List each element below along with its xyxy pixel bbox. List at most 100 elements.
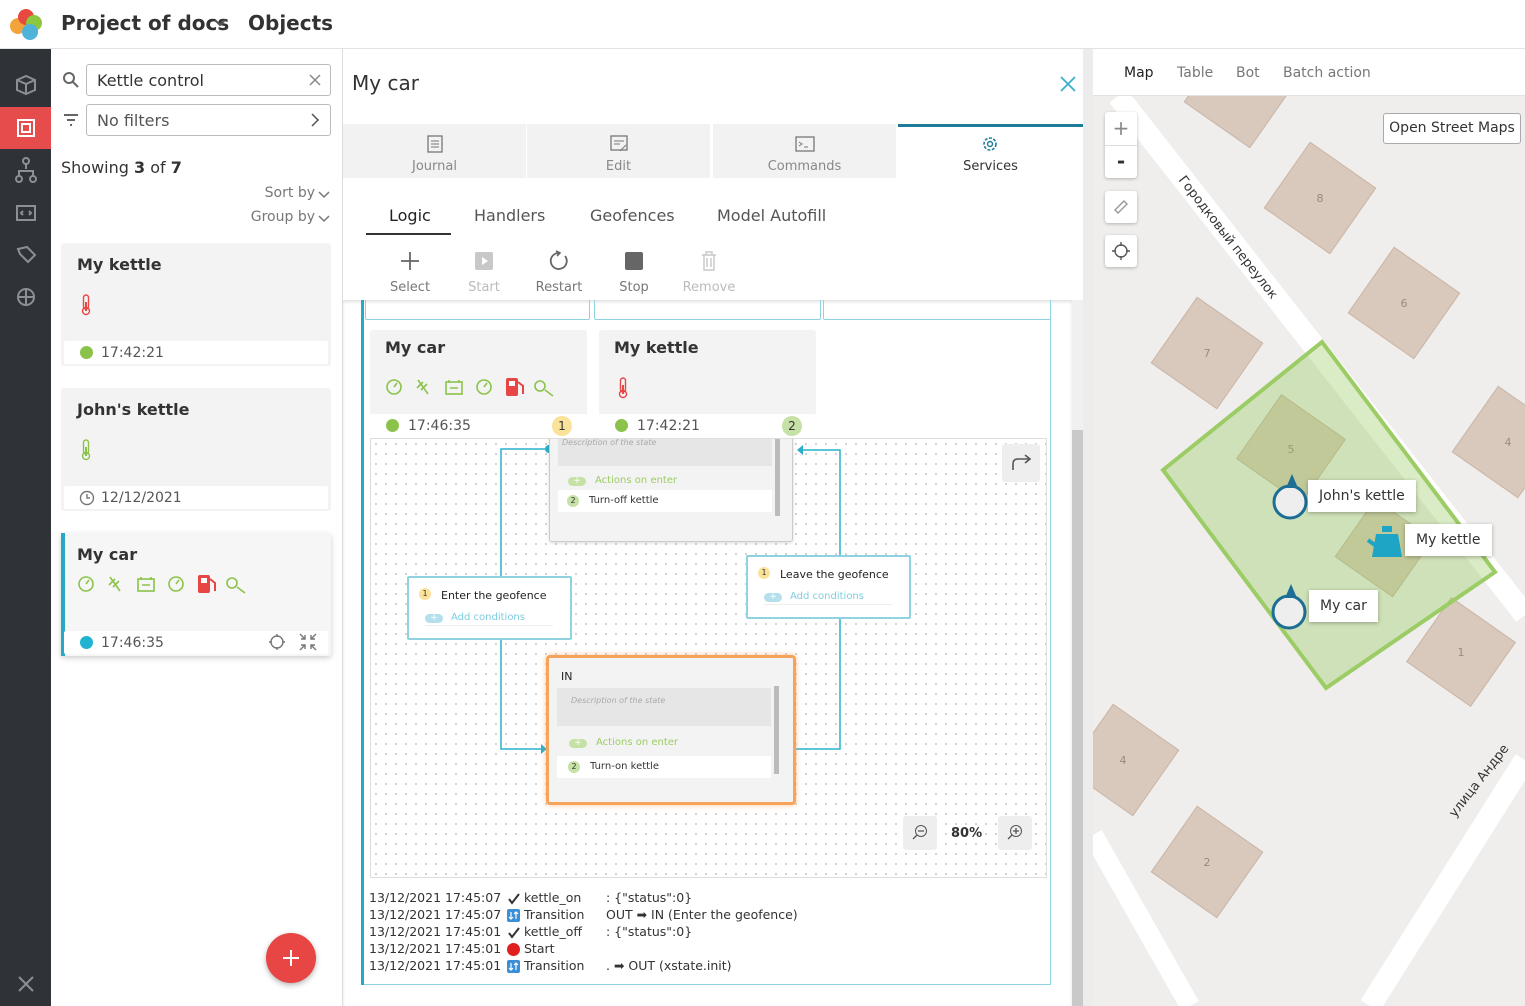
- house: [1183, 96, 1297, 149]
- log-event: Start: [524, 941, 555, 956]
- add-pill[interactable]: +: [569, 739, 587, 748]
- logic-tab[interactable]: Model Autofill: [717, 206, 827, 225]
- tab-icon: [427, 135, 443, 153]
- log-event: kettle_on: [524, 890, 582, 905]
- group-by[interactable]: Group by: [250, 209, 315, 225]
- marker-label[interactable]: My kettle: [1405, 524, 1492, 556]
- logic-tab[interactable]: Geofences: [590, 206, 675, 225]
- zoom-in[interactable]: [998, 816, 1032, 850]
- object-time: 17:46:35: [101, 635, 164, 651]
- object-card[interactable]: John's kettle 12/12/2021: [61, 388, 331, 511]
- description-area: Description of the state: [557, 688, 771, 726]
- section-name: Objects: [248, 11, 334, 35]
- marker[interactable]: [1271, 584, 1307, 630]
- sidebar: [0, 49, 51, 1006]
- scrollbar-track: [1072, 300, 1083, 1006]
- state-object-card[interactable]: My kettle 17:42:21 2: [599, 330, 816, 438]
- zoom-out[interactable]: [903, 816, 937, 850]
- house-shape: [1347, 246, 1461, 360]
- detail-tab[interactable]: Journal: [343, 124, 526, 178]
- add-conditions[interactable]: Add conditions: [790, 591, 864, 602]
- marker[interactable]: [1272, 474, 1308, 520]
- showing-count: Showing 3 of 7: [61, 158, 182, 177]
- action-index: 2: [567, 495, 579, 507]
- locate-button[interactable]: [1105, 235, 1137, 267]
- redo-button[interactable]: [1002, 444, 1040, 482]
- status-dot: [615, 419, 628, 432]
- inner-scrollbar: [774, 686, 779, 774]
- detail-tab[interactable]: Edit: [527, 124, 710, 178]
- thermometer-icon: [81, 294, 91, 316]
- log-detail: . ➡ OUT (xstate.init): [606, 958, 732, 973]
- search-input[interactable]: Kettle control: [86, 64, 331, 96]
- log-event: Transition: [524, 958, 585, 973]
- redo-icon: [1012, 454, 1032, 470]
- objects-panel: [51, 49, 343, 1006]
- add-pill[interactable]: +: [425, 614, 443, 623]
- map-tabs-bar: [1093, 49, 1525, 96]
- search-text: Kettle control: [97, 71, 204, 90]
- map-zoom-out[interactable]: -: [1105, 145, 1137, 179]
- marker-label[interactable]: John's kettle: [1308, 480, 1416, 512]
- action-icon: [625, 252, 643, 270]
- chevron: [311, 113, 320, 127]
- chevron[interactable]: [212, 17, 228, 29]
- state-object-card[interactable]: My car 17:46:35 1: [370, 330, 587, 438]
- state-box[interactable]: Description of the state + Actions on en…: [549, 439, 793, 542]
- action-label[interactable]: Start: [468, 280, 500, 295]
- logic-tab[interactable]: Handlers: [474, 206, 546, 225]
- logic-tab[interactable]: Logic: [389, 206, 431, 225]
- actions-on-enter[interactable]: Actions on enter: [596, 737, 679, 748]
- shown: 3: [134, 158, 146, 177]
- house-shape: [1451, 385, 1525, 499]
- active-item[interactable]: [0, 107, 51, 149]
- map-zoom-in[interactable]: +: [1112, 116, 1130, 140]
- close-icon[interactable]: [1060, 76, 1076, 92]
- house-number: 5: [1288, 443, 1295, 456]
- description: Description of the state: [571, 696, 666, 705]
- card-time: 17:46:35: [408, 418, 471, 434]
- detail-tab[interactable]: Services: [898, 124, 1083, 178]
- map-tab[interactable]: Batch action: [1283, 65, 1371, 81]
- state-name: IN: [561, 670, 573, 683]
- tab-label: Commands: [767, 159, 842, 174]
- house: [1347, 246, 1461, 360]
- filter-input[interactable]: No filters: [86, 104, 331, 136]
- clear-icon[interactable]: [309, 74, 321, 86]
- state-box[interactable]: IN Description of the state + Actions on…: [546, 655, 796, 805]
- status-dot: [386, 419, 399, 432]
- geofence[interactable]: [1160, 339, 1498, 691]
- card-name: My kettle: [614, 338, 699, 357]
- add-button[interactable]: [266, 933, 316, 983]
- transition-box[interactable]: 1 Enter the geofence + Add conditions: [407, 576, 572, 640]
- action-label[interactable]: Restart: [535, 280, 583, 295]
- add-conditions[interactable]: Add conditions: [451, 612, 525, 623]
- action-label[interactable]: Remove: [682, 280, 736, 295]
- action-icon: [401, 252, 419, 270]
- marker-label[interactable]: My car: [1309, 590, 1378, 622]
- action-label[interactable]: Stop: [619, 280, 649, 295]
- action-name: Turn-on kettle: [590, 761, 659, 772]
- active-underline: [366, 233, 451, 235]
- kettle-marker[interactable]: [1366, 526, 1402, 557]
- project-name[interactable]: Project of docs: [61, 11, 230, 35]
- map-tab[interactable]: Bot: [1236, 65, 1260, 81]
- actions-on-enter[interactable]: Actions on enter: [595, 475, 678, 486]
- action-label[interactable]: Select: [389, 280, 431, 295]
- transition-box[interactable]: 1 Leave the geofence + Add conditions: [746, 555, 911, 619]
- object-card[interactable]: My car 17:46:35: [61, 533, 331, 656]
- map-tab[interactable]: Map: [1124, 65, 1154, 81]
- sort-by[interactable]: Sort by: [264, 185, 315, 201]
- splitter[interactable]: [1083, 49, 1093, 1006]
- house-number: 4: [1505, 436, 1512, 449]
- detail-tab[interactable]: Commands: [713, 124, 896, 178]
- tab-icon: [610, 135, 628, 152]
- add-pill[interactable]: +: [764, 593, 782, 602]
- column-header: Last transition time: [594, 300, 821, 320]
- map-tab[interactable]: Table: [1177, 65, 1214, 81]
- object-card[interactable]: My kettle 17:42:21: [61, 243, 331, 366]
- ruler-button[interactable]: [1105, 191, 1137, 223]
- layer-selector[interactable]: Open Street Maps: [1383, 113, 1521, 144]
- add-pill[interactable]: +: [568, 477, 586, 486]
- conditions-row: + Add conditions: [764, 591, 892, 605]
